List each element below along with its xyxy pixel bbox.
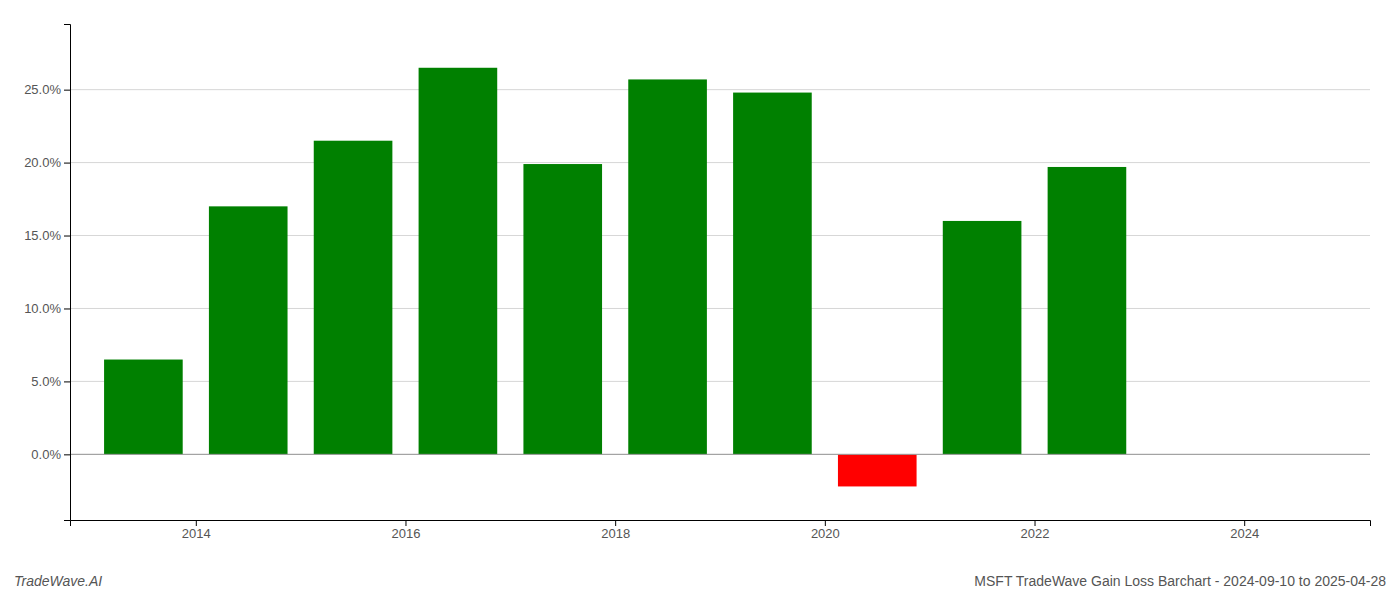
chart: 0.0% 5.0% 10.0% 15.0% 20.0% 25.0% 2014 2016 2018…	[0, 0, 1400, 600]
y-tick-mark	[64, 90, 70, 91]
x-tick-mark	[196, 520, 197, 526]
y-tick-mark	[64, 381, 70, 382]
x-tick: 2022	[1021, 520, 1050, 541]
x-tick-label: 2014	[182, 526, 211, 541]
x-tick-label: 2020	[811, 526, 840, 541]
plot: 0.0% 5.0% 10.0% 15.0% 20.0% 25.0% 2014 2016 2018…	[24, 25, 1370, 542]
zero-line	[70, 454, 1370, 455]
y-axis-line	[64, 25, 71, 521]
y-tick-label: 5.0%	[31, 374, 61, 389]
x-tick-mark	[825, 520, 826, 526]
y-tick: 15.0%	[24, 228, 70, 243]
y-tick-mark	[64, 163, 70, 164]
y-tick: 10.0%	[24, 301, 70, 316]
bar	[838, 454, 917, 486]
x-tick-mark	[615, 520, 616, 526]
x-axis-line	[71, 521, 1371, 527]
y-tick-label: 0.0%	[31, 447, 61, 462]
y-tick: 20.0%	[24, 155, 70, 170]
y-tick-label: 20.0%	[24, 155, 61, 170]
x-tick-label: 2018	[601, 526, 630, 541]
grid-line	[70, 162, 1370, 163]
x-tick: 2014	[182, 520, 211, 541]
x-tick: 2024	[1230, 520, 1259, 541]
x-tick-label: 2022	[1021, 526, 1050, 541]
y-tick: 5.0%	[31, 374, 70, 389]
grid-line	[70, 454, 1370, 455]
bar	[733, 93, 812, 455]
x-tick-label: 2024	[1230, 526, 1259, 541]
bar	[104, 360, 183, 455]
y-tick-label: 15.0%	[24, 228, 61, 243]
y-tick-mark	[64, 308, 70, 309]
x-axis: 2014 2016 2018 2020 2022 2024	[71, 520, 1371, 541]
y-tick-label: 25.0%	[24, 82, 61, 97]
bar	[314, 141, 393, 455]
bars	[104, 68, 1126, 487]
x-tick-mark	[1244, 520, 1245, 526]
grid	[70, 90, 1370, 455]
y-tick: 25.0%	[24, 82, 70, 97]
x-tick: 2018	[601, 520, 630, 541]
bar	[628, 79, 707, 454]
x-tick-label: 2016	[392, 526, 421, 541]
bar	[523, 164, 602, 454]
title: MSFT TradeWave Gain Loss Barchart - 2024…	[974, 573, 1386, 589]
y-tick-mark	[64, 236, 70, 237]
bar	[419, 68, 498, 455]
bar	[943, 221, 1022, 454]
x-tick-mark	[1035, 520, 1036, 526]
bar	[209, 206, 288, 454]
x-tick: 2020	[811, 520, 840, 541]
y-tick: 0.0%	[31, 447, 70, 462]
x-tick-mark	[405, 520, 406, 526]
grid-line	[70, 89, 1370, 90]
x-tick: 2016	[392, 520, 421, 541]
watermark: TradeWave.AI	[14, 573, 102, 589]
y-tick-mark	[64, 454, 70, 455]
bar	[1048, 167, 1127, 454]
y-tick-label: 10.0%	[24, 301, 61, 316]
y-axis: 0.0% 5.0% 10.0% 15.0% 20.0% 25.0%	[24, 25, 70, 521]
